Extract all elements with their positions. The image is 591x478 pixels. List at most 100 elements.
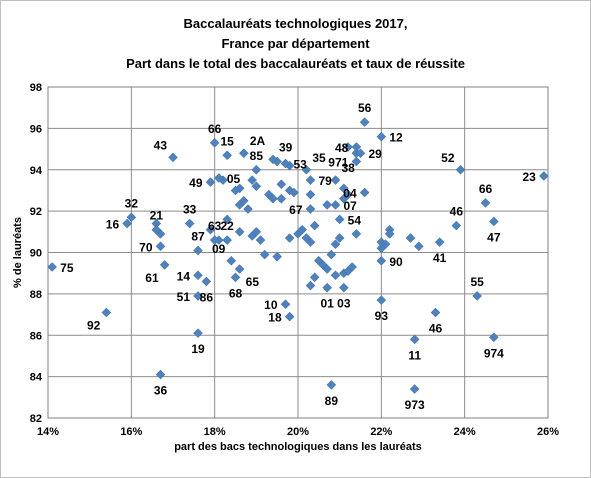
data-point — [276, 179, 287, 190]
point-label: 90 — [389, 255, 403, 269]
data-point — [409, 384, 420, 394]
chart-title-line-2: France par département — [221, 36, 370, 51]
data-point — [305, 204, 316, 214]
data-point — [305, 189, 316, 200]
point-label: 29 — [369, 147, 383, 161]
data-point — [351, 142, 362, 152]
data-point — [155, 241, 166, 252]
point-label: 68 — [229, 286, 243, 300]
y-tick-label: 98 — [30, 82, 42, 94]
data-point — [122, 218, 133, 229]
data-point — [255, 235, 266, 245]
data-point — [284, 311, 295, 322]
data-point — [268, 154, 278, 165]
point-label: 09 — [212, 242, 226, 256]
data-point — [409, 334, 420, 345]
data-point — [376, 295, 387, 305]
point-label: 47 — [487, 230, 501, 244]
data-point — [209, 235, 220, 245]
data-point — [322, 200, 333, 210]
data-point — [338, 282, 349, 293]
point-label: 33 — [183, 203, 197, 217]
point-label: 39 — [279, 140, 293, 154]
y-tick-label: 84 — [30, 372, 43, 384]
data-point — [243, 204, 253, 214]
point-label: 79 — [319, 174, 333, 188]
data-point — [201, 276, 212, 287]
y-axis-title: % de lauréats — [12, 217, 24, 288]
point-label: 07 — [344, 199, 358, 213]
data-point — [247, 175, 258, 185]
x-tick-label: 20% — [287, 426, 309, 438]
point-label: 10 — [264, 298, 278, 312]
data-point — [238, 195, 249, 206]
data-point — [234, 226, 245, 237]
point-label: 46 — [450, 205, 464, 219]
data-point — [330, 200, 341, 210]
data-point — [288, 187, 299, 198]
data-point — [305, 175, 316, 185]
data-point — [193, 245, 203, 256]
data-point — [322, 264, 333, 274]
y-tick-label: 92 — [30, 206, 42, 218]
point-labels: 75 92 16 32 21 70 61 36 43 33 87 14 51 19 86 63 22 09 6568… — [60, 101, 536, 412]
data-point — [213, 173, 224, 183]
data-point — [430, 307, 441, 318]
data-point — [272, 251, 283, 262]
point-label: 43 — [154, 138, 168, 152]
data-point — [343, 142, 353, 152]
point-label: 87 — [191, 229, 205, 243]
point-label: 19 — [191, 342, 205, 356]
point-label: 70 — [139, 240, 153, 254]
data-point — [359, 117, 370, 128]
point-label: 86 — [200, 290, 214, 304]
point-label: 65 — [246, 275, 260, 289]
data-point — [168, 152, 178, 163]
point-label: 22 — [220, 219, 234, 233]
data-point — [126, 212, 137, 223]
data-point — [309, 220, 320, 231]
chart-title-line-3: Part dans le total des baccalauréats et … — [126, 56, 465, 71]
data-point — [334, 214, 345, 225]
y-tick-label: 88 — [30, 289, 42, 301]
point-label: 75 — [60, 261, 74, 275]
data-point — [376, 131, 387, 142]
x-tick-label: 24% — [454, 426, 476, 438]
data-point — [326, 380, 337, 390]
data-point — [347, 262, 358, 272]
y-tick-label: 82 — [30, 413, 42, 425]
data-point — [455, 164, 466, 175]
point-label: 14 — [177, 269, 191, 283]
data-point — [338, 193, 349, 204]
point-label: 66 — [479, 182, 493, 196]
point-label: 12 — [389, 131, 403, 145]
data-point — [193, 291, 203, 301]
point-label: 41 — [433, 251, 447, 265]
data-point — [155, 369, 166, 380]
data-point — [230, 272, 241, 283]
data-point — [330, 239, 341, 250]
data-point — [159, 260, 170, 270]
point-label: 54 — [348, 213, 362, 227]
point-label: 56 — [358, 101, 372, 115]
point-label: 11 — [408, 348, 421, 362]
point-label: 63 — [208, 219, 222, 233]
chart-title-line-1: Baccalauréats technologiques 2017, — [183, 16, 408, 31]
data-point — [355, 148, 366, 159]
data-point — [151, 224, 162, 235]
x-tick-label: 22% — [370, 426, 392, 438]
axis-ticks: 14% 16% 18% 20% 22% 24% 26% 82 84 86 88 90 92 94 96 98 — [30, 82, 559, 438]
data-point — [405, 233, 416, 243]
data-point — [184, 218, 195, 229]
data-point — [305, 237, 316, 248]
data-point — [434, 237, 445, 248]
data-point — [538, 171, 549, 181]
data-point — [330, 270, 341, 281]
plot-area-border — [47, 86, 549, 419]
data-point — [251, 164, 262, 175]
point-label: 67 — [289, 203, 303, 217]
data-point — [234, 264, 245, 274]
data-point — [326, 249, 337, 260]
point-label: 36 — [154, 384, 168, 398]
